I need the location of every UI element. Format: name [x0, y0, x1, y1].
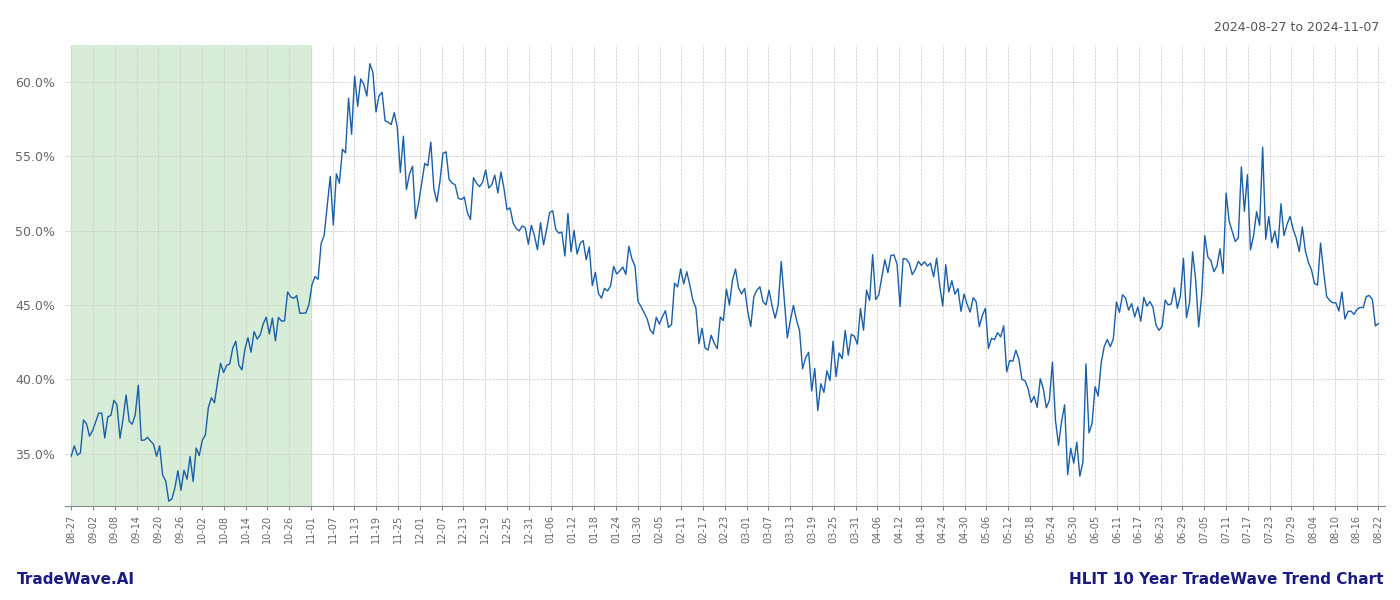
Bar: [71, 45, 311, 506]
Text: 2024-08-27 to 2024-11-07: 2024-08-27 to 2024-11-07: [1214, 21, 1379, 34]
Text: HLIT 10 Year TradeWave Trend Chart: HLIT 10 Year TradeWave Trend Chart: [1068, 572, 1383, 587]
Text: TradeWave.AI: TradeWave.AI: [17, 572, 134, 587]
